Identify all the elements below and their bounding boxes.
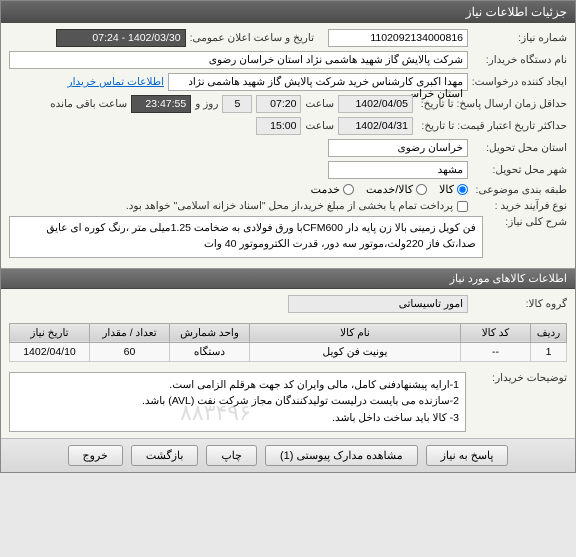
days-label: روز و xyxy=(195,98,218,110)
th-code: کد کالا xyxy=(461,323,531,342)
category-label: طبقه بندی موضوعی: xyxy=(472,184,567,196)
group-field: امور تاسیساتی xyxy=(288,295,468,313)
window-title: جزئیات اطلاعات نیاز xyxy=(466,5,567,19)
td-unit: دستگاه xyxy=(170,342,250,361)
time-label-2: ساعت xyxy=(305,120,334,132)
city-field: مشهد xyxy=(328,161,468,179)
deadline-label: حداقل زمان ارسال پاسخ: تا تاریخ: xyxy=(417,98,567,110)
buyer-label: نام دستگاه خریدار: xyxy=(472,54,567,66)
validity-time: 15:00 xyxy=(256,117,301,135)
radio-goods-service-label: کالا/خدمت xyxy=(366,183,413,196)
contact-link[interactable]: اطلاعات تماس خریدار xyxy=(68,76,164,88)
validity-label: حداکثر تاریخ اعتبار قیمت: تا تاریخ: xyxy=(417,120,567,132)
announce-label: تاریخ و ساعت اعلان عمومی: xyxy=(190,32,314,44)
radio-goods-label: کالا xyxy=(439,183,454,196)
process-label: نوع فرآیند خرید : xyxy=(472,200,567,212)
th-row: ردیف xyxy=(531,323,567,342)
items-table-wrap: ردیف کد کالا نام کالا واحد شمارش تعداد /… xyxy=(1,319,575,366)
process-checkbox[interactable] xyxy=(457,201,468,212)
print-button[interactable]: چاپ xyxy=(206,445,257,466)
back-button[interactable]: بازگشت xyxy=(131,445,199,466)
footer-toolbar: پاسخ به نیاز مشاهده مدارک پیوستی (1) چاپ… xyxy=(1,438,575,472)
creator-field: مهدا اکبری کارشناس خرید شرکت پالایش گاز … xyxy=(168,73,468,91)
category-radio-group: کالا کالا/خدمت خدمت xyxy=(311,183,468,196)
items-section-header: اطلاعات کالاهای مورد نیاز xyxy=(1,268,575,289)
need-no-label: شماره نیاز: xyxy=(472,32,567,44)
buyer-field: شرکت پالایش گاز شهید هاشمی نژاد استان خر… xyxy=(9,51,468,69)
deadline-time: 07:20 xyxy=(256,95,301,113)
radio-service-label: خدمت xyxy=(311,183,340,196)
attachments-button[interactable]: مشاهده مدارک پیوستی (1) xyxy=(265,445,418,466)
table-header-row: ردیف کد کالا نام کالا واحد شمارش تعداد /… xyxy=(10,323,567,342)
main-window: جزئیات اطلاعات نیاز شماره نیاز: 11020921… xyxy=(0,0,576,473)
province-field: خراسان رضوی xyxy=(328,139,468,157)
deadline-date: 1402/04/05 xyxy=(338,95,413,113)
items-table: ردیف کد کالا نام کالا واحد شمارش تعداد /… xyxy=(9,323,567,362)
exit-button[interactable]: خروج xyxy=(68,445,123,466)
desc-box: فن کویل زمینی بالا زن پایه دار CFM600با … xyxy=(9,216,483,258)
td-row: 1 xyxy=(531,342,567,361)
notes-area: توضیحات خریدار: 1-ارایه پیشنهادفنی کامل،… xyxy=(1,366,575,438)
td-qty: 60 xyxy=(90,342,170,361)
window-titlebar: جزئیات اطلاعات نیاز xyxy=(1,1,575,23)
city-label: شهر محل تحویل: xyxy=(472,164,567,176)
need-no-field: 1102092134000816 xyxy=(328,29,468,47)
countdown-field: 23:47:55 xyxy=(131,95,191,113)
radio-goods-input[interactable] xyxy=(457,184,468,195)
form-area: شماره نیاز: 1102092134000816 تاریخ و ساع… xyxy=(1,23,575,268)
radio-goods-service[interactable]: کالا/خدمت xyxy=(366,183,427,196)
items-section-title: اطلاعات کالاهای مورد نیاز xyxy=(450,273,567,285)
radio-service[interactable]: خدمت xyxy=(311,183,354,196)
group-label: گروه کالا: xyxy=(472,298,567,310)
notes-box: 1-ارایه پیشنهادفنی کامل، مالی وایران کد … xyxy=(9,372,466,432)
radio-service-input[interactable] xyxy=(343,184,354,195)
th-date: تاریخ نیاز xyxy=(10,323,90,342)
desc-label: شرح کلی نیاز: xyxy=(487,216,567,228)
td-date: 1402/04/10 xyxy=(10,342,90,361)
notes-label: توضیحات خریدار: xyxy=(472,372,567,384)
announce-field: 1402/03/30 - 07:24 xyxy=(56,29,186,47)
respond-button[interactable]: پاسخ به نیاز xyxy=(426,445,509,466)
process-text: پرداخت تمام یا بخشی از مبلغ خرید،از محل … xyxy=(126,200,453,212)
creator-label: ایجاد کننده درخواست: xyxy=(472,76,567,88)
table-row[interactable]: 1 -- یونیت فن کویل دستگاه 60 1402/04/10 xyxy=(10,342,567,361)
radio-goods[interactable]: کالا xyxy=(439,183,468,196)
validity-date: 1402/04/31 xyxy=(338,117,413,135)
th-name: نام کالا xyxy=(250,323,461,342)
th-unit: واحد شمارش xyxy=(170,323,250,342)
radio-goods-service-input[interactable] xyxy=(416,184,427,195)
time-label-1: ساعت xyxy=(305,98,334,110)
td-name: یونیت فن کویل xyxy=(250,342,461,361)
province-label: استان محل تحویل: xyxy=(472,142,567,154)
td-code: -- xyxy=(461,342,531,361)
days-field: 5 xyxy=(222,95,252,113)
th-qty: تعداد / مقدار xyxy=(90,323,170,342)
remain-label: ساعت باقی مانده xyxy=(50,98,127,110)
